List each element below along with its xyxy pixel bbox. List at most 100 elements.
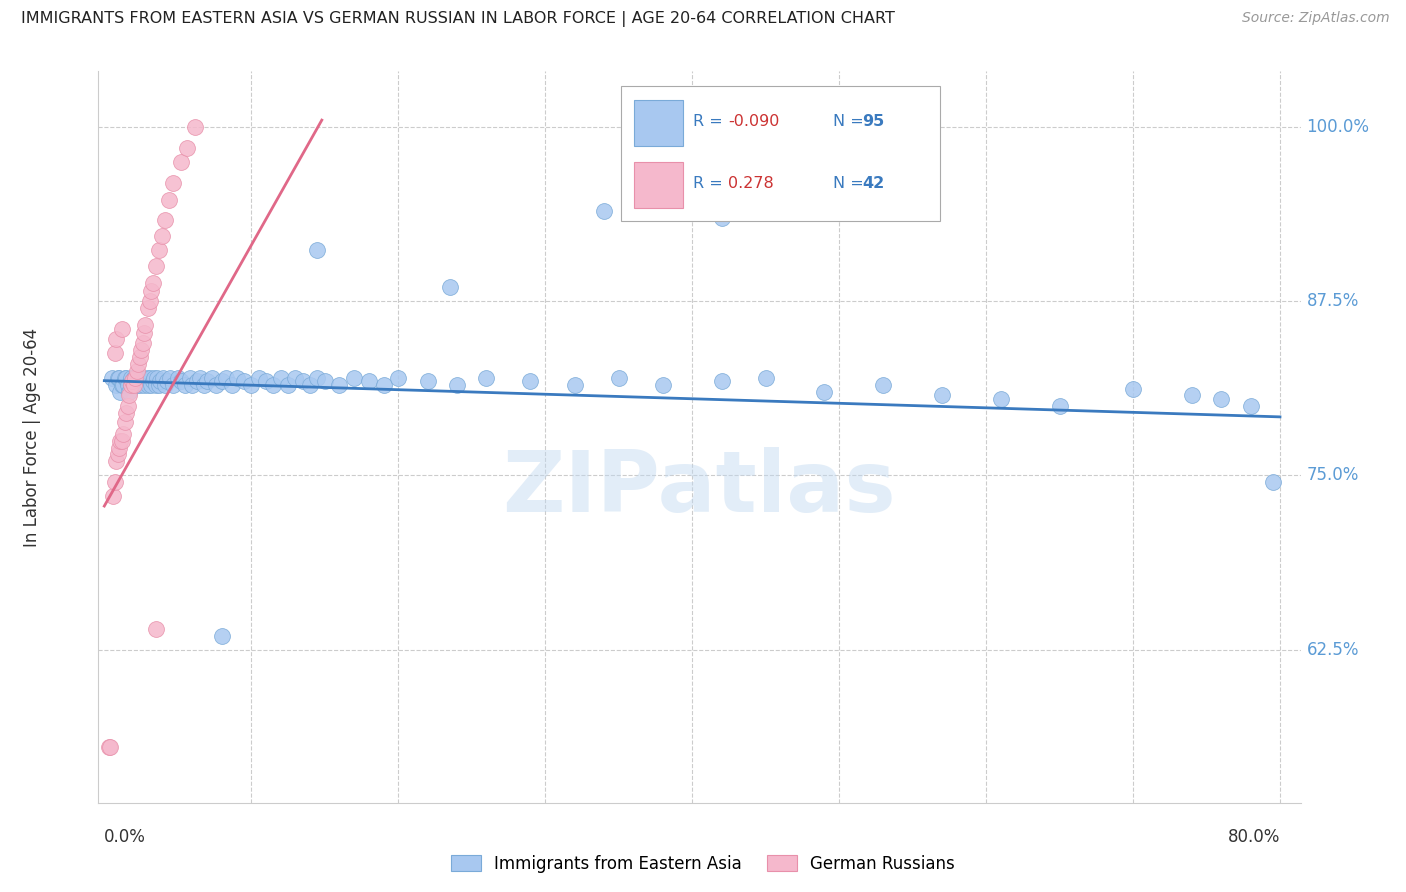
- Point: [138, 377, 160, 392]
- Point: [1211, 392, 1233, 406]
- Point: [124, 374, 146, 388]
- Point: [107, 448, 129, 462]
- Point: [111, 434, 134, 448]
- Point: [139, 294, 162, 309]
- Point: [139, 371, 162, 385]
- Point: [195, 374, 218, 388]
- Point: [103, 475, 125, 490]
- Point: [115, 371, 138, 385]
- Point: [134, 318, 156, 332]
- Point: [170, 374, 193, 388]
- Point: [270, 371, 292, 385]
- Point: [519, 374, 541, 388]
- Point: [162, 176, 184, 190]
- Point: [124, 371, 146, 385]
- Point: [152, 371, 174, 385]
- Point: [114, 416, 136, 430]
- Point: [1239, 399, 1261, 413]
- Text: ZIPatlas: ZIPatlas: [502, 447, 897, 530]
- Point: [284, 371, 307, 385]
- Point: [111, 377, 134, 392]
- Point: [211, 374, 233, 388]
- Point: [593, 203, 616, 218]
- Point: [110, 434, 132, 448]
- Point: [146, 371, 169, 385]
- Text: 0.0%: 0.0%: [104, 828, 146, 846]
- Point: [221, 377, 243, 392]
- Point: [131, 336, 153, 351]
- Point: [148, 243, 170, 257]
- Point: [607, 371, 630, 385]
- Point: [141, 377, 163, 392]
- Point: [211, 629, 233, 643]
- Point: [373, 377, 395, 392]
- Point: [141, 285, 163, 299]
- Point: [105, 377, 128, 392]
- Text: 75.0%: 75.0%: [1306, 467, 1360, 484]
- Point: [277, 377, 299, 392]
- Text: 80.0%: 80.0%: [1227, 828, 1279, 846]
- Point: [110, 384, 132, 399]
- Point: [710, 374, 733, 388]
- Text: 87.5%: 87.5%: [1306, 293, 1360, 310]
- Point: [1122, 382, 1144, 396]
- Point: [129, 371, 152, 385]
- Point: [291, 374, 314, 388]
- Point: [122, 371, 145, 385]
- Point: [148, 377, 170, 392]
- Point: [990, 392, 1012, 406]
- Point: [122, 377, 145, 392]
- Point: [166, 371, 188, 385]
- Point: [128, 350, 150, 364]
- Point: [105, 454, 128, 468]
- Point: [98, 740, 121, 755]
- Point: [475, 371, 498, 385]
- Point: [138, 301, 160, 316]
- Point: [118, 387, 141, 401]
- Point: [328, 377, 350, 392]
- Point: [142, 276, 165, 290]
- Point: [170, 155, 193, 169]
- Point: [145, 377, 167, 392]
- Point: [145, 260, 167, 274]
- Point: [184, 120, 207, 134]
- Point: [132, 377, 155, 392]
- Point: [710, 211, 733, 225]
- Point: [181, 377, 204, 392]
- Point: [232, 374, 254, 388]
- Point: [156, 374, 179, 388]
- Point: [128, 377, 150, 392]
- Point: [247, 371, 270, 385]
- Point: [307, 371, 329, 385]
- Point: [446, 377, 468, 392]
- Point: [112, 377, 135, 392]
- Point: [186, 374, 208, 388]
- Point: [125, 364, 148, 378]
- Point: [159, 371, 181, 385]
- Point: [107, 371, 129, 385]
- Point: [97, 740, 120, 755]
- Text: 62.5%: 62.5%: [1306, 640, 1360, 658]
- Point: [755, 371, 778, 385]
- Point: [157, 193, 180, 207]
- Text: IMMIGRANTS FROM EASTERN ASIA VS GERMAN RUSSIAN IN LABOR FORCE | AGE 20-64 CORREL: IMMIGRANTS FROM EASTERN ASIA VS GERMAN R…: [21, 11, 896, 27]
- Point: [225, 371, 247, 385]
- Point: [132, 326, 155, 341]
- Point: [188, 371, 211, 385]
- Point: [100, 371, 122, 385]
- Point: [1181, 387, 1204, 401]
- Point: [114, 371, 136, 385]
- Point: [135, 371, 157, 385]
- Text: In Labor Force | Age 20-64: In Labor Force | Age 20-64: [24, 327, 41, 547]
- Point: [262, 377, 284, 392]
- Point: [176, 141, 198, 155]
- Point: [314, 374, 336, 388]
- Point: [117, 377, 139, 392]
- Point: [105, 332, 128, 346]
- Point: [179, 371, 201, 385]
- Point: [240, 377, 263, 392]
- Point: [121, 374, 143, 388]
- Point: [127, 357, 149, 371]
- Point: [101, 489, 124, 503]
- Point: [416, 374, 439, 388]
